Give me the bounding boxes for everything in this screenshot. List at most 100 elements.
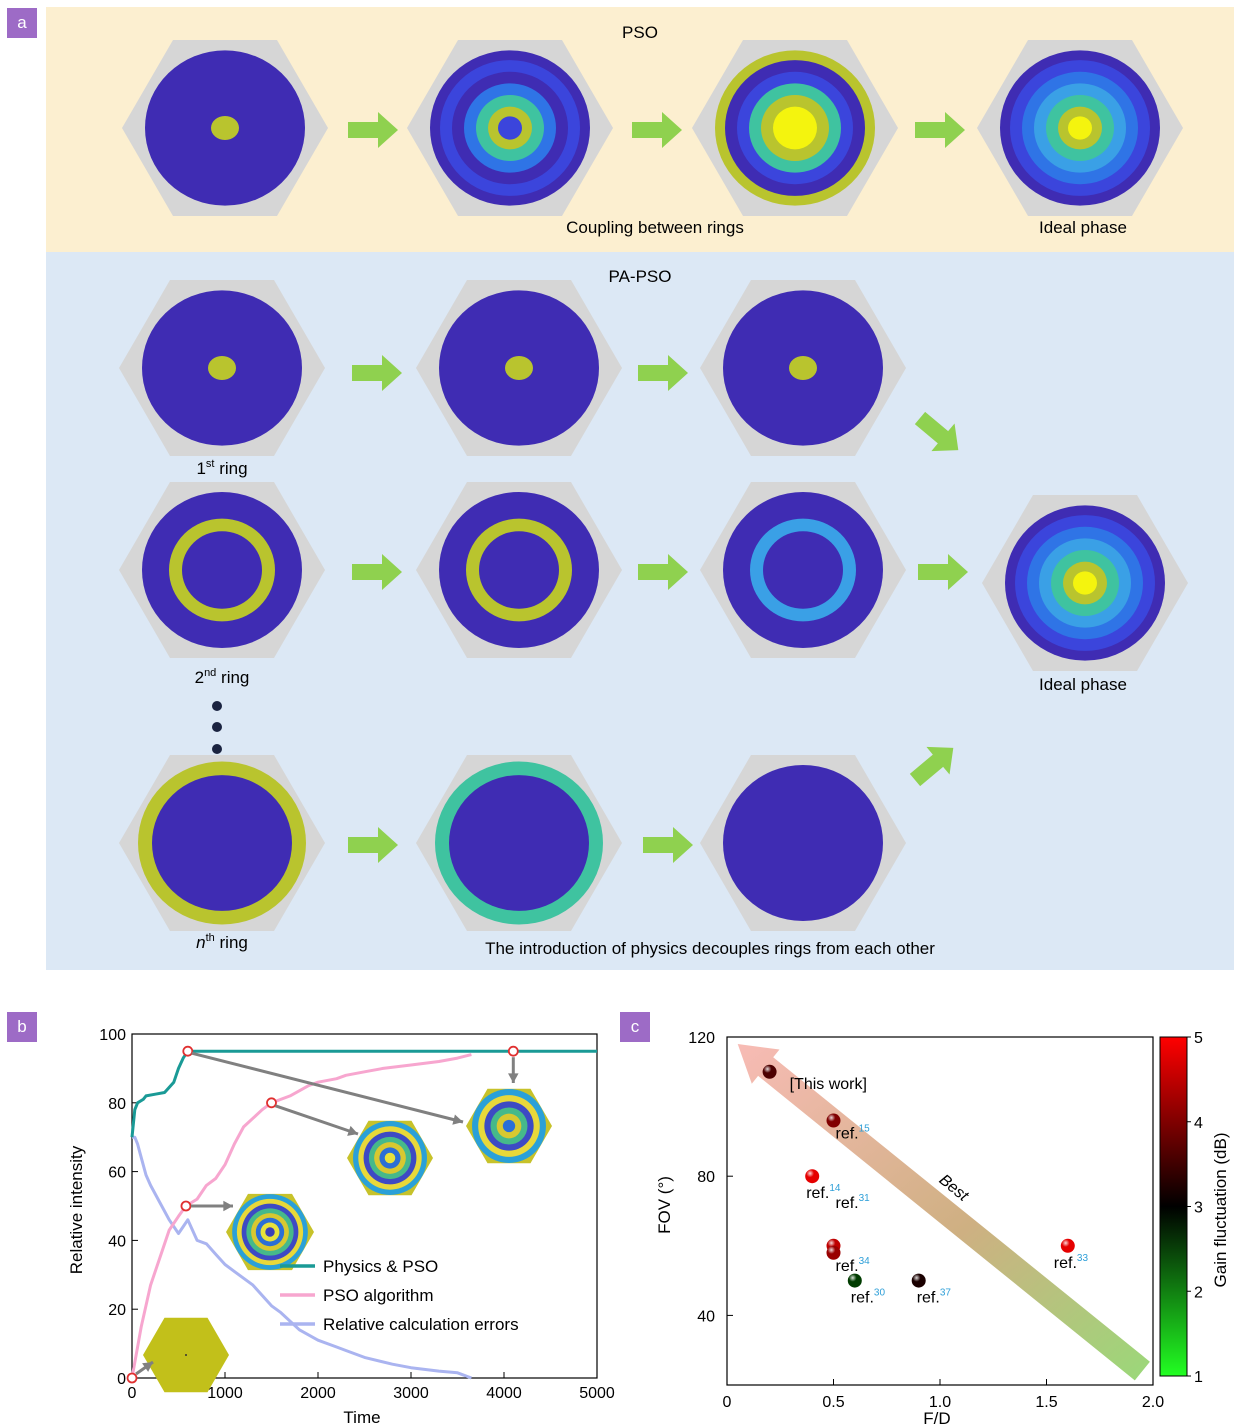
phase-ring [773, 106, 817, 150]
phase-center [211, 116, 239, 140]
c-xtick-label: 2.0 [1142, 1394, 1164, 1411]
c-xtick-label: 1.5 [1035, 1394, 1057, 1411]
phase-unit [122, 40, 328, 216]
panel-label-a: a [7, 8, 37, 38]
phase-ring-inner [182, 531, 262, 609]
phase-disk [723, 765, 883, 921]
best-arrow [737, 1044, 1150, 1381]
b-series-line [130, 1049, 597, 1138]
c-data-point-highlight [805, 1169, 820, 1184]
phase-unit [119, 755, 325, 931]
ringn-label: nth ring [196, 932, 248, 952]
ring1-label: 1st ring [196, 458, 247, 478]
ellipsis-dot [212, 744, 222, 754]
c-point-label: ref.15 [836, 1124, 871, 1143]
c-data-point-highlight [911, 1273, 926, 1288]
b-pointer-arrowhead [452, 1114, 463, 1125]
c-ytick-label: 40 [697, 1308, 715, 1325]
phase-unit [977, 40, 1183, 216]
phase-unit [416, 755, 622, 931]
c-point-label: [This work] [790, 1076, 867, 1093]
green-arrow [348, 827, 398, 863]
b-ytick-label: 60 [108, 1165, 126, 1182]
b-thumbnail-ring [502, 1119, 516, 1133]
green-arrow [352, 355, 402, 391]
b-marker [182, 1045, 194, 1057]
c-ytick-label: 120 [688, 1030, 715, 1047]
panel-b-chart: Relative intensity Time 0 1000 2000 3000 400… [67, 1027, 615, 1425]
papso-caption-ideal: Ideal phase [1039, 675, 1127, 694]
phase-ring-inner [763, 531, 843, 609]
b-xtick-label: 0 [128, 1385, 137, 1402]
b-ylabel: Relative intensity [67, 1145, 86, 1274]
b-pointer-arrowhead [347, 1125, 358, 1136]
b-xlabel: Time [343, 1408, 380, 1425]
panel-c-chart: FOV (°) F/D Gain fluctuation (dB) 0 0.5 1.… [655, 1030, 1230, 1428]
c-point-label: ref.34 [836, 1256, 871, 1275]
b-marker [180, 1200, 192, 1212]
colorbar [1159, 1036, 1188, 1377]
papso-caption-decouple: The introduction of physics decouples ri… [485, 939, 935, 958]
panel-label-b: b [7, 1012, 37, 1042]
c-data-point-highlight [1060, 1238, 1075, 1253]
phase-unit [700, 755, 906, 931]
phase-center [505, 356, 533, 380]
phase-ring [1073, 571, 1097, 595]
colorbar-tick-label: 1 [1194, 1369, 1203, 1386]
panel-a-diagram: PSO Coupling between rings Ideal phase P… [46, 7, 1234, 970]
c-data-point-highlight [826, 1245, 841, 1260]
phase-unit [982, 495, 1188, 671]
phase-ring-inner [479, 531, 559, 609]
phase-unit [692, 40, 898, 216]
green-arrow [348, 112, 398, 148]
phase-unit [416, 482, 622, 658]
colorbar-tick-label: 4 [1194, 1115, 1203, 1132]
phase-unit [700, 482, 906, 658]
green-arrow [915, 112, 965, 148]
panel-label-c: c [620, 1012, 650, 1042]
phase-center [208, 356, 236, 380]
green-arrow [918, 554, 968, 590]
b-ytick-label: 80 [108, 1096, 126, 1113]
papso-title: PA-PSO [609, 267, 672, 286]
phase-unit [700, 280, 906, 456]
phase-ring-inner [449, 775, 589, 911]
b-legend-label: PSO algorithm [323, 1286, 434, 1305]
b-pointer-arrow [275, 1104, 359, 1136]
green-arrow [632, 112, 682, 148]
phase-unit [119, 280, 325, 456]
b-ytick-label: 0 [117, 1371, 126, 1388]
b-xtick-label: 5000 [579, 1385, 615, 1402]
c-ylabel: FOV (°) [655, 1176, 674, 1234]
c-point-label: ref.14 [806, 1183, 841, 1202]
b-pointer-arrowhead [223, 1200, 233, 1212]
b-marker [507, 1045, 519, 1057]
phase-ring-inner [152, 775, 292, 911]
b-pointer-arrow [191, 1051, 464, 1124]
c-data-point-highlight [826, 1113, 841, 1128]
c-point-label: ref.30 [851, 1288, 886, 1307]
green-arrow [638, 355, 688, 391]
pso-title: PSO [622, 23, 658, 42]
b-xtick-label: 1000 [207, 1385, 243, 1402]
b-pointer-arrowhead [508, 1073, 519, 1083]
c-data-point-highlight [762, 1064, 777, 1079]
phase-unit [416, 280, 622, 456]
phase-center [789, 356, 817, 380]
c-xtick-label: 0 [723, 1394, 732, 1411]
b-xtick-label: 4000 [486, 1385, 522, 1402]
phase-unit [119, 482, 325, 658]
c-ytick-label: 80 [697, 1169, 715, 1186]
b-marker [266, 1097, 277, 1109]
b-plot-frame [131, 1033, 598, 1379]
green-arrow [352, 554, 402, 590]
ellipsis-dot [212, 701, 222, 711]
b-ytick-label: 20 [108, 1302, 126, 1319]
ring2-label: 2nd ring [195, 667, 250, 687]
pso-caption-ideal: Ideal phase [1039, 218, 1127, 237]
c-point-label: ref.33 [1054, 1253, 1089, 1272]
b-thumbnail-ring [265, 1227, 275, 1237]
b-series-line [130, 1053, 472, 1379]
ellipsis-dot [212, 722, 222, 732]
b-legend-label: Physics & PSO [323, 1257, 438, 1276]
